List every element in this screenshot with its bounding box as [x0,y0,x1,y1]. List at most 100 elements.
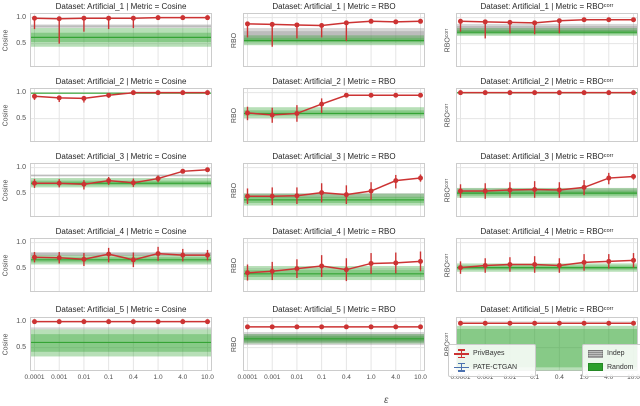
privbayes-point [180,90,185,95]
legend-item-indep: Indep [588,348,640,359]
privbayes-point [32,255,37,260]
facet-title: Dataset: Artificial_4 | Metric = RBOᶜᵒʳʳ [456,227,638,236]
privbayes-point [319,264,324,269]
privbayes-point [369,261,374,266]
privbayes-point [106,178,111,183]
privbayes-point [344,192,349,197]
y-axis-label: RBOᶜᵒʳʳ [442,238,454,292]
privbayes-point [205,15,210,20]
y-axis-label: RBO [229,163,241,217]
facet-artificial-1-rbo-: Dataset: Artificial_1 | Metric = RBOᶜᵒʳʳ… [426,0,640,75]
privbayes-point [418,93,423,98]
y-tick-label: 1.0 [6,239,26,247]
privbayes-point [57,319,62,324]
privbayes-point [631,90,636,95]
facet-artificial-2-rbo-: Dataset: Artificial_2 | Metric = RBOᶜᵒʳʳ… [426,75,640,150]
privbayes-point [270,194,275,199]
privbayes-point [294,193,299,198]
privbayes-point [81,96,86,101]
privbayes-point [606,259,611,264]
y-tick-label: 1.0 [6,89,26,97]
privbayes-point [582,90,587,95]
privbayes-point [106,319,111,324]
privbayes-point [319,190,324,195]
privbayes-point [557,90,562,95]
chart-canvas-artificial-5-cosine [30,317,212,371]
privbayes-point [532,321,537,326]
facet-title: Dataset: Artificial_1 | Metric = Cosine [30,2,212,11]
privbayes-point [532,90,537,95]
privbayes-point [156,251,161,256]
privbayes-point [344,93,349,98]
privbayes-point [205,90,210,95]
privbayes-point [131,257,136,262]
privbayes-point [483,90,488,95]
privbayes-point [458,90,463,95]
facet-artificial-4-rbo-: Dataset: Artificial_4 | Metric = RBOᶜᵒʳʳ… [426,225,640,300]
privbayes-point [57,16,62,21]
privbayes-point [606,321,611,326]
privbayes-point [294,324,299,329]
x-axis-label-epsilon: ε [384,395,388,406]
privbayes-point [81,257,86,262]
privbayes-point [507,20,512,25]
privbayes-point [106,93,111,98]
privbayes-point [156,15,161,20]
privbayes-point [245,324,250,329]
indep-band-swatch [588,350,603,358]
y-axis-label: RBO [229,317,241,371]
chart-canvas-artificial-2-rbo [243,88,425,142]
privbayes-point [81,319,86,324]
privbayes-point [180,319,185,324]
legend-label-random: Random [607,364,633,371]
privbayes-point [418,324,423,329]
privbayes-point [631,258,636,263]
privbayes-point [483,321,488,326]
privbayes-point [582,321,587,326]
privbayes-point [582,17,587,22]
privbayes-point [418,19,423,24]
chart-canvas-artificial-4-rbo [243,238,425,292]
legend-label-pate-ctgan: PATE-CTGAN [473,364,517,371]
y-axis-label-text: RBOᶜᵒʳʳ [445,178,452,202]
privbayes-point [131,319,136,324]
privbayes-point [106,16,111,21]
privbayes-point [205,167,210,172]
privbayes-point [245,110,250,115]
privbayes-point [131,180,136,185]
facet-title: Dataset: Artificial_5 | Metric = Cosine [30,305,212,314]
privbayes-point [205,319,210,324]
privbayes-point [507,188,512,193]
privbayes-point [606,176,611,181]
privbayes-point [458,321,463,326]
y-axis-label: RBO [229,88,241,142]
privbayes-point [205,253,210,258]
privbayes-point [270,324,275,329]
legend-label-privbayes: PrivBayes [473,350,505,357]
facet-artificial-3-rbo-: Dataset: Artificial_3 | Metric = RBOᶜᵒʳʳ… [426,150,640,225]
y-tick-label: 1.0 [6,318,26,326]
privbayes-point [507,321,512,326]
privbayes-point [180,169,185,174]
privbayes-point [131,90,136,95]
facet-title: Dataset: Artificial_3 | Metric = RBO [243,152,425,161]
privbayes-point [294,266,299,271]
y-tick-label: 0.5 [6,190,26,198]
chart-canvas-artificial-2-cosine [30,88,212,142]
indep-band-inner [31,25,211,27]
chart-canvas-artificial-3-rbo- [456,163,638,217]
y-axis-label: RBOᶜᵒʳʳ [442,163,454,217]
privbayes-point [458,189,463,194]
chart-canvas-artificial-4-cosine [30,238,212,292]
privbayes-point [369,93,374,98]
privbayes-errorbar-icon [454,349,469,358]
indep-band [31,327,211,329]
y-axis-label: RBOᶜᵒʳʳ [442,88,454,142]
privbayes-point [483,189,488,194]
privbayes-point [319,324,324,329]
